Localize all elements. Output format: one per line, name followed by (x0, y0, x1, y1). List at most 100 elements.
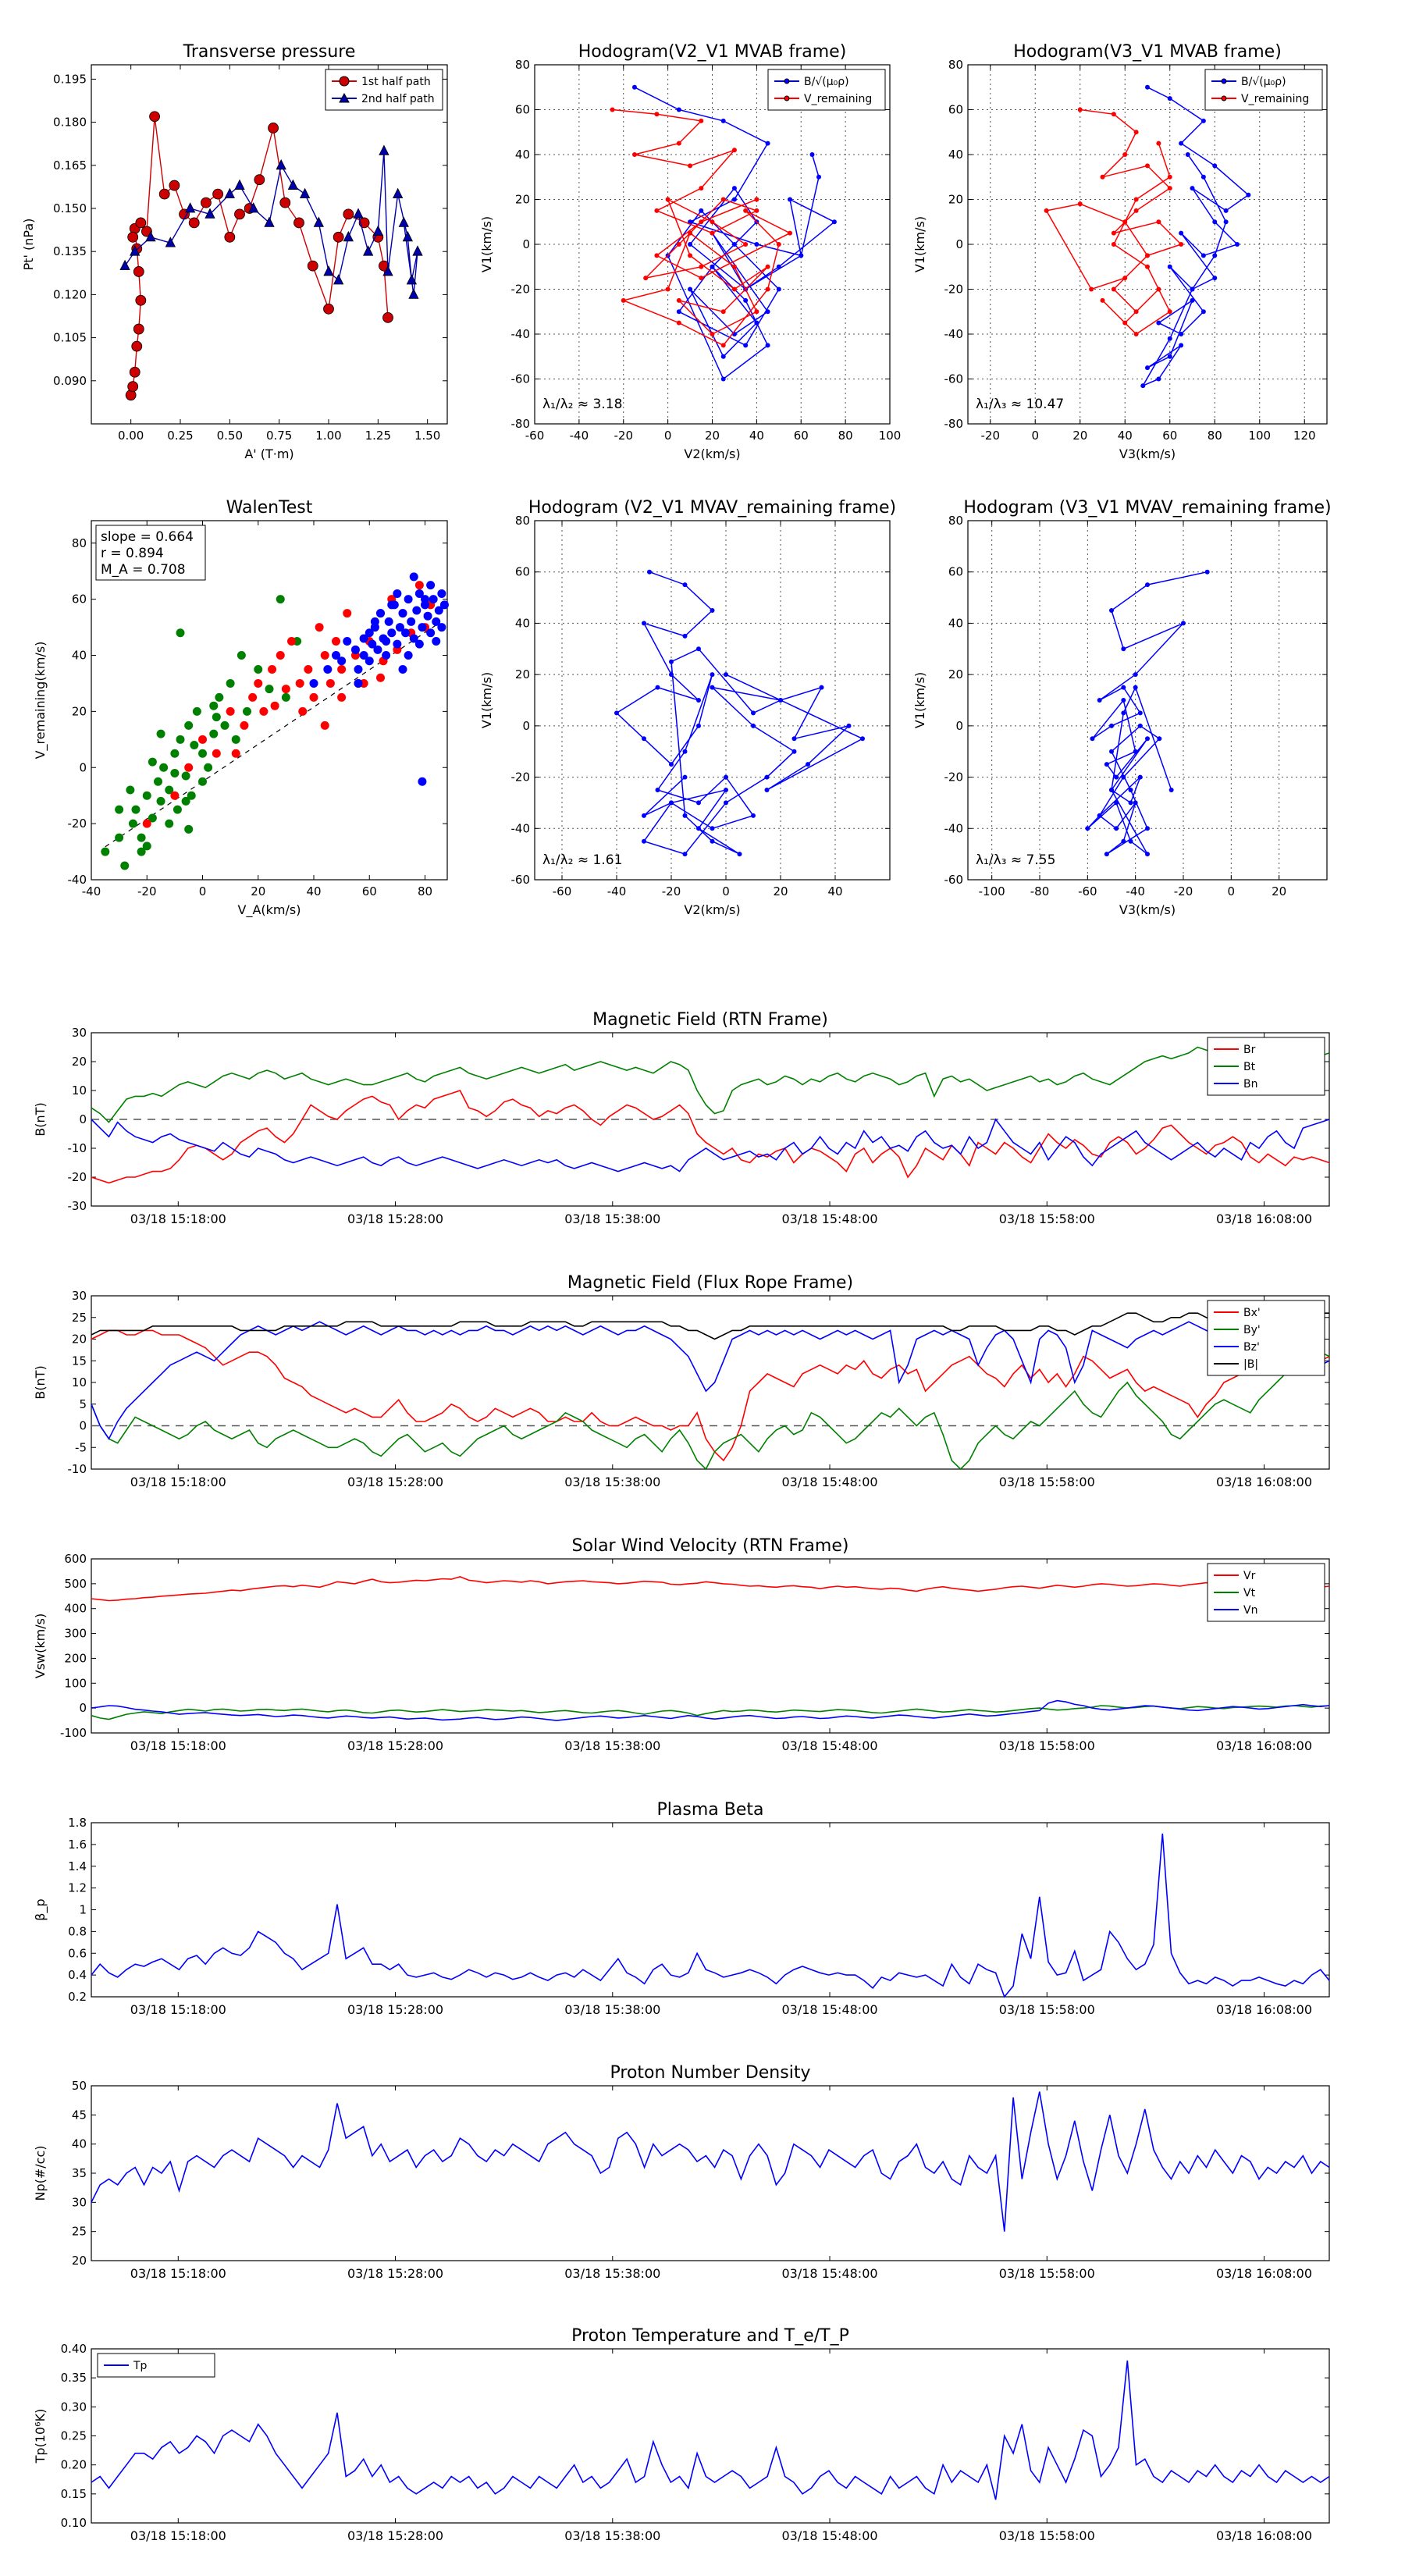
magnetic-field-rtn-ylabel: B(nT) (33, 1102, 48, 1136)
hodogram-v3v1-mvab-point (1212, 163, 1218, 169)
magnetic-field-rtn-ytick-label: 30 (72, 1026, 87, 1040)
walen-test-point (170, 791, 180, 800)
hodogram-v2v1-mvav-point (642, 736, 646, 742)
hodogram-v2v1-mvab-point (710, 230, 715, 236)
walen-test-point (237, 651, 246, 660)
transverse-pressure-ytick-label: 0.105 (53, 331, 87, 345)
walen-test-point (429, 595, 438, 604)
walen-test-xtick-label: 80 (418, 884, 432, 898)
hodogram-v2v1-mvav-point (642, 838, 646, 844)
hodogram-v3v1-mvav-xtick-label: -100 (979, 884, 1005, 898)
walen-test-stats-box (95, 525, 206, 581)
hodogram-v3v1-mvab-xtick-label: 80 (1208, 429, 1222, 443)
hodogram-v3v1-mvav-ytick-label: -40 (944, 821, 964, 835)
walen-test-point (156, 729, 165, 738)
transverse-pressure-xlabel: A' (T·m) (244, 447, 293, 461)
walen-test-point (404, 595, 413, 604)
hodogram-v3v1-mvav-point (1114, 826, 1119, 831)
walen-test-point (414, 639, 424, 649)
magnetic-field-flux-rope-xtick-label: 03/18 15:48:00 (782, 1475, 878, 1489)
solar-wind-velocity-ytick-label: 300 (64, 1627, 87, 1641)
hodogram-v2v1-mvab-point (610, 107, 615, 112)
walen-test-point (384, 617, 393, 626)
walen-test-point (365, 628, 374, 638)
walen-test-point (387, 628, 397, 638)
hodogram-v2v1-mvav-point (751, 813, 756, 818)
magnetic-field-flux-rope-ytick-label: 0 (79, 1419, 87, 1433)
walen-test-point (434, 606, 443, 615)
solar-wind-velocity-legend-label: Vt (1243, 1587, 1256, 1599)
magnetic-field-flux-rope-ytick-label: 15 (72, 1354, 87, 1368)
walen-test-point (198, 749, 207, 758)
solar-wind-velocity-ytick-label: 400 (64, 1602, 87, 1616)
walen-test-point (359, 634, 368, 643)
hodogram-v2v1-mvav-point (710, 608, 715, 613)
walen-test-point (101, 847, 110, 856)
walen-test-point (332, 637, 340, 646)
walen-test-xtick-label: 0 (199, 884, 207, 898)
hodogram-v3v1-mvab-point (1156, 286, 1161, 292)
solar-wind-velocity-ytick-label: 100 (64, 1676, 87, 1690)
transverse-pressure-point (333, 274, 344, 285)
hodogram-v2v1-mvab-point (688, 242, 693, 247)
transverse-pressure-point (127, 231, 139, 243)
hodogram-v3v1-mvab-point (1111, 242, 1116, 247)
hodogram-v3v1-mvab-point (1133, 208, 1139, 213)
hodogram-v2v1-mvab-xtick-label: 80 (838, 429, 853, 443)
solar-wind-velocity-xtick-label: 03/18 15:18:00 (130, 1738, 226, 1753)
hodogram-v2v1-mvab-point (765, 141, 770, 146)
hodogram-v3v1-mvab-legend-label: V_remaining (1241, 93, 1309, 105)
hodogram-v3v1-mvab-point (1179, 230, 1184, 236)
transverse-pressure-point (185, 202, 196, 213)
transverse-pressure-point (129, 366, 140, 378)
walen-test-point (198, 735, 207, 744)
solar-wind-velocity-ytick-label: 0 (79, 1701, 87, 1715)
hodogram-v2v1-mvab-point (776, 286, 781, 292)
hodogram-v3v1-mvab-legend-marker (1221, 78, 1227, 84)
transverse-pressure-title: Transverse pressure (183, 42, 356, 62)
hodogram-v2v1-mvav-title: Hodogram (V2_V1 MVAV_remaining frame) (528, 498, 896, 518)
hodogram-v3v1-mvav-ytick-label: -20 (944, 770, 964, 785)
hodogram-v3v1-mvab-point (1212, 253, 1218, 258)
walen-test-point (156, 796, 165, 806)
hodogram-v2v1-mvav-point (669, 800, 674, 806)
hodogram-v3v1-mvav-point (1104, 852, 1109, 857)
proton-temperature-xtick-label: 03/18 15:28:00 (347, 2528, 443, 2543)
hodogram-v2v1-mvav-ytick-label: 60 (515, 565, 530, 579)
hodogram-v3v1-mvab-point (1145, 365, 1150, 371)
hodogram-v3v1-mvab-ytick-label: -40 (944, 327, 964, 341)
walen-test-point (176, 735, 185, 744)
magnetic-field-flux-rope-xtick-label: 03/18 15:58:00 (999, 1475, 1095, 1489)
hodogram-v2v1-mvav-point (791, 749, 797, 754)
hodogram-v3v1-mvab-point (1179, 343, 1184, 348)
hodogram-v2v1-mvab-point (720, 343, 726, 348)
hodogram-v3v1-mvab-point (1200, 253, 1206, 258)
hodogram-v3v1-mvab-point (1190, 297, 1195, 303)
magnetic-field-flux-rope-ytick-label: 25 (72, 1311, 87, 1325)
walen-test-point (304, 664, 313, 674)
walen-test-point (265, 685, 274, 694)
hodogram-v2v1-mvav-point (682, 582, 688, 588)
walen-test-point (187, 791, 196, 800)
hodogram-v3v1-mvav-point (1121, 710, 1126, 716)
walen-test-point (373, 645, 382, 654)
proton-temperature-ytick-label: 0.35 (61, 2371, 87, 2385)
walen-test-point (254, 678, 263, 688)
hodogram-v3v1-mvab-legend-label: B/√(μ₀ρ) (1241, 76, 1286, 88)
walen-test-point (414, 589, 424, 598)
hodogram-v3v1-mvab-point (1167, 174, 1172, 180)
hodogram-v2v1-mvav-ytick-label: 40 (515, 616, 530, 630)
magnetic-field-rtn-legend: Br Bt Bn (1207, 1037, 1325, 1096)
magnetic-field-rtn-xtick-label: 03/18 15:28:00 (347, 1212, 443, 1226)
walen-test-point (337, 656, 347, 666)
walen-test-point (259, 706, 269, 716)
hodogram-v3v1-mvav-ytick-label: 60 (948, 565, 963, 579)
walen-test-point (159, 763, 169, 772)
solar-wind-velocity-ytick-label: 500 (64, 1577, 87, 1591)
magnetic-field-rtn-ytick-label: -30 (68, 1199, 87, 1213)
hodogram-v3v1-mvab-panel: -20 0 20 40 60 80 100 120 -80 -60 -40 -20 0 20 40 60 80 H… (912, 42, 1328, 461)
plasma-beta-ytick-label: 1.4 (68, 1859, 87, 1873)
walen-test-panel: -40 -20 0 20 40 60 80 -40 -20 0 20 40 60 80 WalenTest V… (33, 498, 449, 918)
hodogram-v2v1-mvav-point (614, 710, 619, 716)
